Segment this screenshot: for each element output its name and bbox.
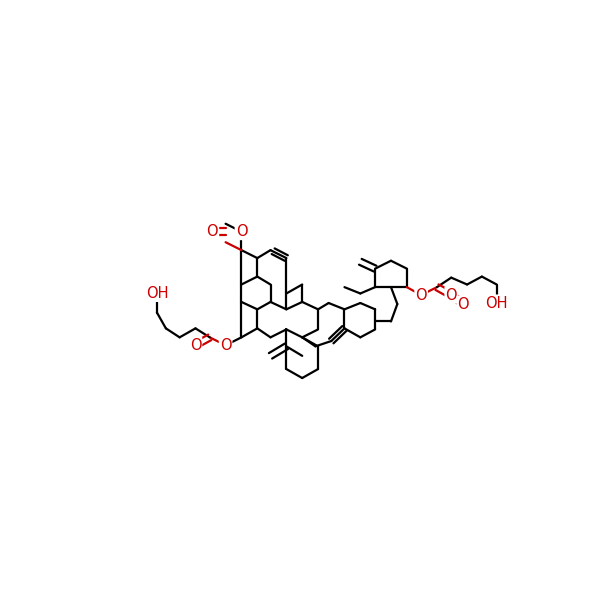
Text: O: O [190,338,201,353]
Text: O: O [206,224,218,239]
Text: O: O [445,287,457,302]
Text: OH: OH [485,295,508,311]
Text: OH: OH [146,286,168,301]
Text: O: O [236,224,247,239]
Text: O: O [220,338,232,353]
Text: O: O [458,296,469,311]
Text: O: O [415,287,427,302]
